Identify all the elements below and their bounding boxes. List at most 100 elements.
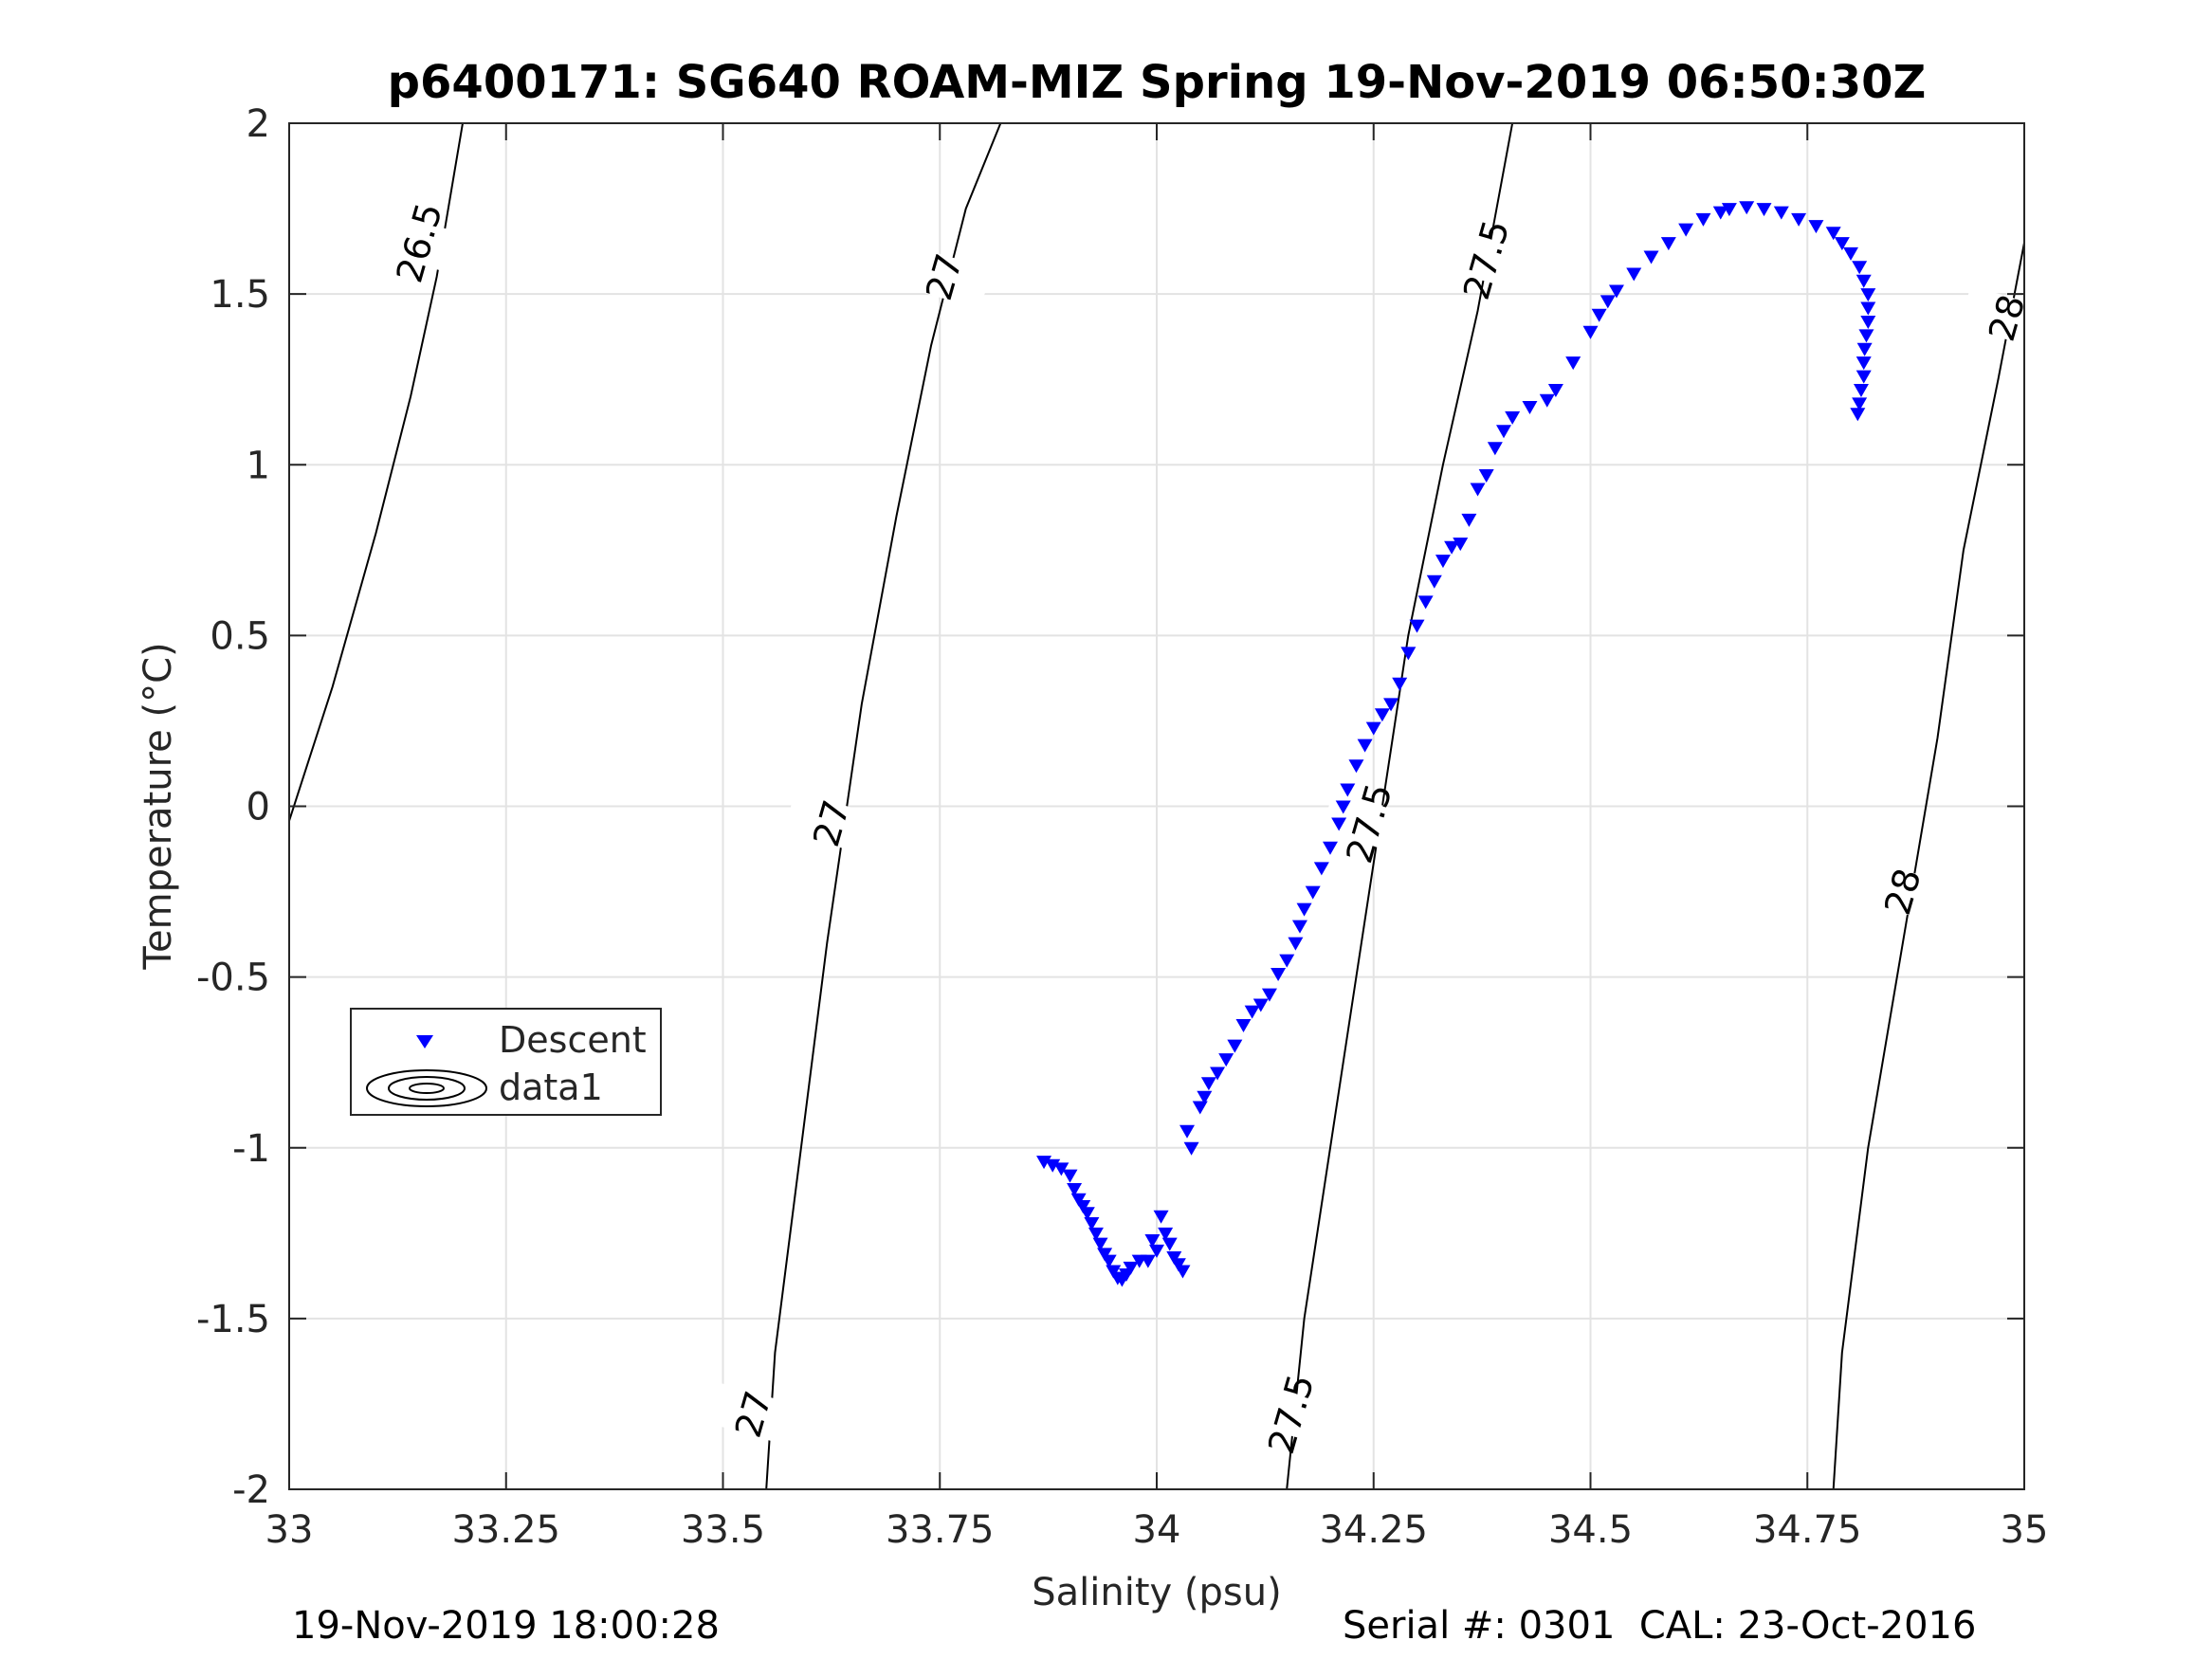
descent-point (1070, 1193, 1087, 1207)
descent-point (1161, 1237, 1178, 1251)
isopycnal-label-gap (896, 245, 993, 309)
y-tick-label: 0 (247, 786, 270, 830)
descent-point (1856, 342, 1873, 356)
descent-point (1505, 410, 1521, 425)
descent-point (1036, 1156, 1052, 1170)
descent-point (1858, 329, 1874, 343)
descent-point (1392, 677, 1408, 691)
descent-point (1140, 1254, 1156, 1268)
descent-point (1062, 1169, 1078, 1183)
x-tick-label: 34.75 (1753, 1508, 1862, 1552)
isopycnal-line (1832, 242, 2024, 1489)
descent-point (1678, 223, 1694, 237)
isopycnal-label-gap (783, 791, 880, 856)
descent-point (1850, 408, 1866, 422)
descent-point (1227, 1039, 1243, 1053)
descent-point (1092, 1237, 1108, 1251)
descent-point (1271, 968, 1287, 982)
descent-point (1383, 698, 1399, 712)
descent-point (1153, 1210, 1169, 1224)
descent-point (1079, 1207, 1095, 1221)
descent-point (1365, 721, 1381, 736)
descent-point (1323, 841, 1338, 855)
descent-point (1856, 370, 1872, 384)
descent-point (1348, 759, 1364, 774)
descent-point (1097, 1248, 1113, 1262)
legend: Descent data1 (350, 1008, 662, 1116)
descent-point (1170, 1258, 1186, 1272)
descent-point (1218, 1053, 1234, 1067)
descent-point (1435, 555, 1451, 569)
descent-point (1197, 1090, 1213, 1104)
descent-point (1279, 954, 1295, 968)
descent-point (1478, 469, 1494, 483)
descent-point (1643, 250, 1659, 264)
descent-point (1470, 483, 1486, 497)
descent-point (1252, 998, 1269, 1012)
x-tick-label: 35 (2001, 1508, 2049, 1552)
descent-point (1843, 246, 1858, 261)
descent-point (1547, 383, 1563, 397)
x-tick-label: 33.5 (681, 1508, 765, 1552)
isopycnal-label-gap (1855, 859, 1951, 924)
descent-point (1695, 212, 1711, 227)
descent-point (1331, 817, 1347, 831)
descent-point (1453, 538, 1469, 552)
y-axis-label: Temperature (°C) (137, 642, 180, 970)
descent-point (1582, 325, 1599, 339)
descent-point (1856, 356, 1872, 371)
descent-point (1374, 708, 1390, 722)
descent-point (1461, 513, 1477, 527)
descent-point (1860, 288, 1876, 302)
y-tick-label: -2 (232, 1468, 270, 1512)
legend-descent-label: Descent (499, 1019, 647, 1061)
descent-point (1166, 1251, 1182, 1266)
descent-series (1036, 201, 1876, 1287)
x-tick-label: 34.5 (1548, 1508, 1633, 1552)
descent-point (1856, 274, 1872, 288)
descent-point (1522, 401, 1538, 415)
descent-point (1088, 1227, 1104, 1241)
y-tick-label: 0.5 (210, 614, 270, 658)
descent-point (1739, 201, 1755, 215)
descent-point (1608, 284, 1624, 299)
y-tick-label: 1 (247, 444, 270, 487)
isopycnal-label-gap (1959, 285, 2055, 351)
descent-point (1067, 1182, 1083, 1196)
y-tick-label: 2 (247, 102, 270, 146)
y-tick-label: -0.5 (196, 957, 270, 1000)
descent-point (1179, 1124, 1196, 1139)
descent-point (1261, 988, 1277, 1002)
descent-point (1357, 738, 1373, 753)
descent-point (1712, 206, 1728, 220)
legend-data1-label: data1 (499, 1066, 603, 1108)
descent-point (1400, 647, 1417, 661)
descent-point (1084, 1217, 1100, 1231)
descent-point (1144, 1234, 1161, 1249)
descent-point (1860, 315, 1876, 329)
descent-point (1244, 1005, 1260, 1019)
descent-point (1045, 1158, 1061, 1173)
descent-point (1106, 1265, 1122, 1279)
x-tick-label: 33.25 (451, 1508, 560, 1552)
descent-point (1340, 783, 1356, 797)
x-tick-label: 34 (1133, 1508, 1181, 1552)
descent-point (1158, 1227, 1174, 1241)
descent-point (1175, 1265, 1191, 1279)
descent-point (1101, 1254, 1117, 1268)
axis-ticks: 33 33.25 33.5 33.75 34 34.25 34.5 34.75 35 2 1.5 1 0… (196, 102, 2049, 1552)
descent-point (1791, 212, 1807, 227)
descent-point (1426, 574, 1442, 589)
descent-point (1305, 885, 1321, 900)
descent-point (1496, 425, 1511, 439)
y-tick-label: -1.5 (196, 1298, 270, 1341)
isopycnal-label-gap (1438, 228, 1534, 292)
footer-serial-cal: Serial #: 0301 CAL: 23-Oct-2016 (1343, 1604, 1977, 1648)
descent-point (1149, 1244, 1164, 1258)
descent-point (1773, 206, 1789, 220)
isopycnal-label-gap (371, 210, 467, 275)
descent-point (1591, 308, 1607, 322)
x-tick-label: 33.75 (886, 1508, 995, 1552)
descent-point (1210, 1066, 1226, 1081)
